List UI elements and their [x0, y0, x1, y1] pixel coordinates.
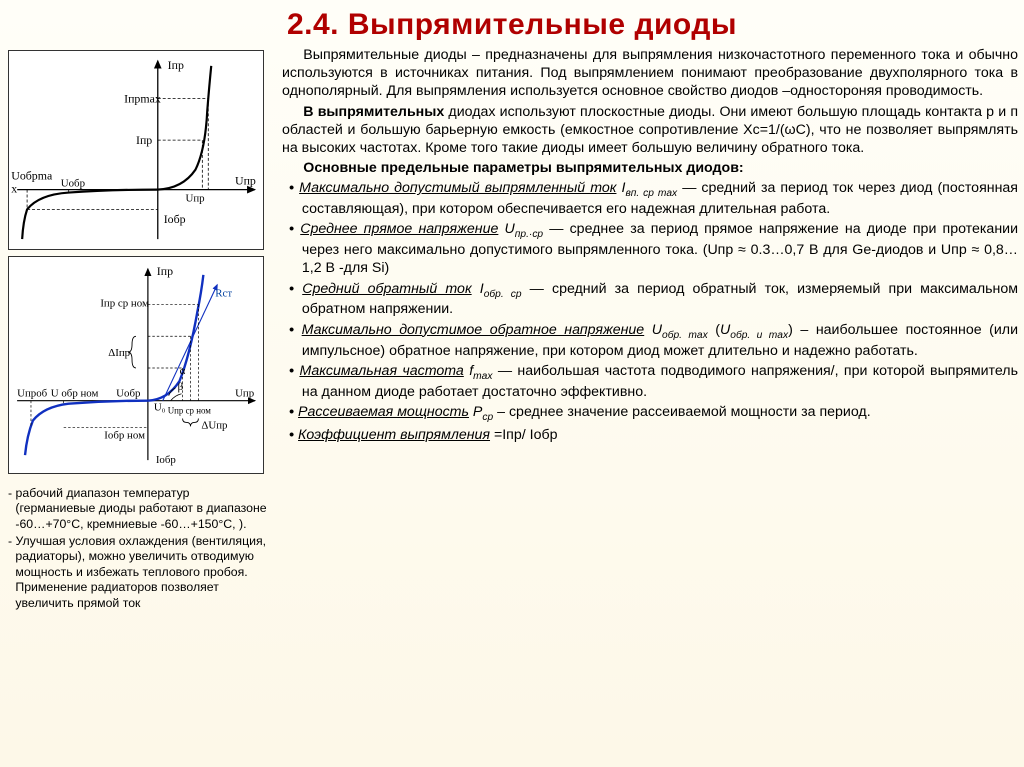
svg-text:U₀: U₀	[154, 402, 166, 414]
bold-paragraph: В выпрямительных диодах используют плоск…	[282, 103, 1018, 158]
footnote-cooling: - Улучшая условия охлаждения (вентиляция…	[8, 534, 268, 611]
bold-lead: В выпрямительных	[303, 104, 444, 120]
svg-text:Iпрmax: Iпрmax	[124, 91, 161, 105]
diagram-iv-detailed: Iпр Iпр ср ном ΔIпр Rст α β Uпроб U обр …	[8, 256, 264, 474]
left-column: Iпр Iпрmax Iпр Uобрma x Uобр Uпр Uпр Iоб…	[4, 46, 272, 613]
svg-text:Uпроб: Uпроб	[17, 388, 48, 400]
svg-text:Iобр: Iобр	[164, 212, 186, 226]
param-fmax: Максимальная частота fmax — наибольшая ч…	[282, 362, 1018, 401]
svg-text:Uобрma: Uобрma	[11, 169, 53, 183]
intro-paragraph: Выпрямительные диоды – предназначены для…	[282, 46, 1018, 101]
param-rectification-coeff: Коэффициент выпрямления =Iпр/ Iобр	[282, 426, 1018, 444]
svg-text:ΔUпр: ΔUпр	[201, 419, 228, 431]
param-power: Рассеиваемая мощность Pср – среднее знач…	[282, 403, 1018, 424]
param-vreverse-max: Максимально допустимое обратное напряжен…	[282, 321, 1018, 360]
svg-text:α: α	[180, 365, 186, 377]
svg-text:β: β	[178, 381, 184, 393]
params-list: Максимально допустимый выпрямленный ток …	[282, 179, 1018, 444]
right-column: Выпрямительные диоды – предназначены для…	[272, 46, 1018, 613]
param-iforward-max: Максимально допустимый выпрямленный ток …	[282, 179, 1018, 218]
svg-text:Uпр ср ном: Uпр ср ном	[168, 406, 212, 416]
param-ireverse-avg: Средний обратный ток Iобр. ср — средний …	[282, 280, 1018, 319]
svg-text:Uобр: Uобр	[61, 178, 86, 190]
svg-text:Uпр: Uпр	[235, 174, 256, 188]
svg-text:Iобр: Iобр	[156, 454, 177, 466]
svg-text:Iпр: Iпр	[157, 264, 173, 278]
footnote-block: - рабочий диапазон температур (германиев…	[4, 480, 272, 611]
content-wrapper: Iпр Iпрmax Iпр Uобрma x Uобр Uпр Uпр Iоб…	[0, 46, 1024, 613]
diagram-iv-basic: Iпр Iпрmax Iпр Uобрma x Uобр Uпр Uпр Iоб…	[8, 50, 264, 250]
params-subheading: Основные предельные параметры выпрямител…	[282, 159, 1018, 177]
svg-text:Iпр: Iпр	[136, 133, 152, 147]
param-vforward-avg: Среднее прямое напряжение Uпр.·ср — сред…	[282, 220, 1018, 277]
svg-text:Uпр: Uпр	[235, 388, 255, 400]
svg-text:Iобр ном: Iобр ном	[104, 429, 145, 441]
svg-text:Iпр: Iпр	[168, 58, 184, 72]
svg-text:Uпр: Uпр	[186, 192, 206, 204]
svg-text:Rст: Rст	[215, 288, 232, 300]
svg-text:U обр ном: U обр ном	[51, 388, 99, 400]
svg-text:Uобр: Uобр	[116, 388, 141, 400]
page-title: 2.4. Выпрямительные диоды	[0, 0, 1024, 46]
svg-text:ΔIпр: ΔIпр	[108, 347, 130, 359]
svg-text:x: x	[11, 182, 17, 196]
svg-text:Iпр ср ном: Iпр ср ном	[100, 298, 149, 310]
footnote-temp-range: - рабочий диапазон температур (германиев…	[8, 486, 268, 532]
